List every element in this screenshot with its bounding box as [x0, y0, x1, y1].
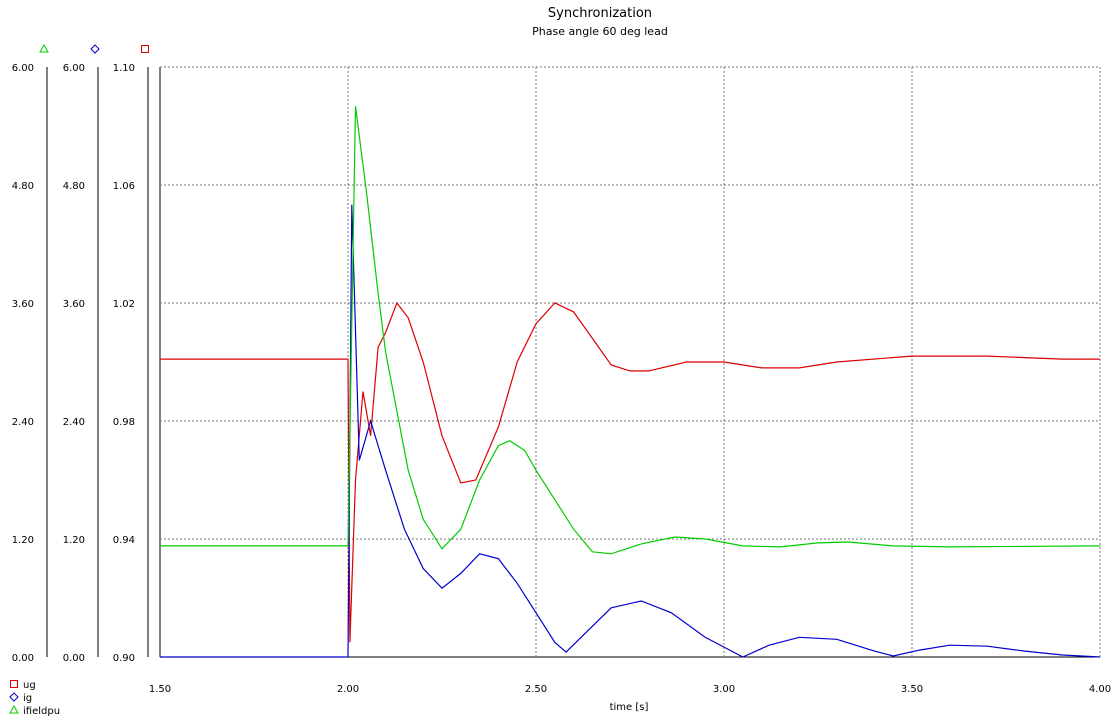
- x-axis-ticks: 1.50 2.00 2.50 3.00 3.50 4.00: [149, 684, 1111, 695]
- series-line-ug: [160, 301, 1100, 643]
- series-lines: [160, 106, 1101, 658]
- y-tick-label-ifieldpu: 4.80: [12, 181, 34, 192]
- y-tick-label-ig: 2.40: [63, 417, 85, 428]
- y-tick-label-ig: 4.80: [63, 181, 85, 192]
- x-axis-label: time [s]: [610, 702, 649, 713]
- y-axis-marker-ug: [141, 45, 149, 53]
- legend-label-ug: ug: [23, 680, 36, 691]
- x-tick-label: 2.00: [337, 684, 359, 695]
- y-tick-label-ig: 0.00: [63, 653, 85, 664]
- y-axes: 0.00 1.20 2.40 3.60 4.80 6.00 0.00 1.20 2.40 3.60…: [12, 43, 149, 664]
- legend-marker-ifieldpu: [9, 704, 19, 714]
- y-tick-label-ifieldpu: 0.00: [12, 653, 34, 664]
- x-tick-label: 3.00: [713, 684, 735, 695]
- y-tick-label-ifieldpu: 3.60: [12, 299, 34, 310]
- y-tick-label-ig: 1.20: [63, 535, 85, 546]
- chart-title: Synchronization: [548, 6, 652, 21]
- y-tick-label-ug: 1.06: [113, 181, 135, 192]
- grid-lines: [159, 66, 1101, 658]
- x-tick-label: 4.00: [1089, 684, 1111, 695]
- y-tick-label-ig: 6.00: [63, 63, 85, 74]
- series-line-ig: [160, 204, 1101, 658]
- y-axis-marker-ig: [90, 44, 100, 54]
- y-tick-label-ug: 1.02: [113, 299, 135, 310]
- y-tick-label-ug: 0.90: [113, 653, 135, 664]
- y-tick-label-ug: 1.10: [113, 63, 135, 74]
- y-axis-marker-ifieldpu: [39, 43, 49, 53]
- legend: ug ig ifieldpu: [9, 680, 60, 717]
- y-tick-label-ig: 3.60: [63, 299, 85, 310]
- x-tick-label: 2.50: [525, 684, 547, 695]
- legend-label-ifieldpu: ifieldpu: [23, 706, 60, 717]
- y-tick-label-ug: 0.94: [113, 535, 135, 546]
- series-line-ifieldpu: [160, 106, 1101, 555]
- y-tick-label-ifieldpu: 2.40: [12, 417, 34, 428]
- legend-label-ig: ig: [23, 693, 32, 704]
- legend-marker-ug: [10, 680, 18, 688]
- chart-subtitle: Phase angle 60 deg lead: [532, 25, 668, 38]
- legend-marker-ig: [9, 692, 19, 702]
- y-tick-label-ifieldpu: 6.00: [12, 63, 34, 74]
- x-tick-label: 3.50: [901, 684, 923, 695]
- y-tick-label-ifieldpu: 1.20: [12, 535, 34, 546]
- x-tick-label: 1.50: [149, 684, 171, 695]
- y-tick-label-ug: 0.98: [113, 417, 135, 428]
